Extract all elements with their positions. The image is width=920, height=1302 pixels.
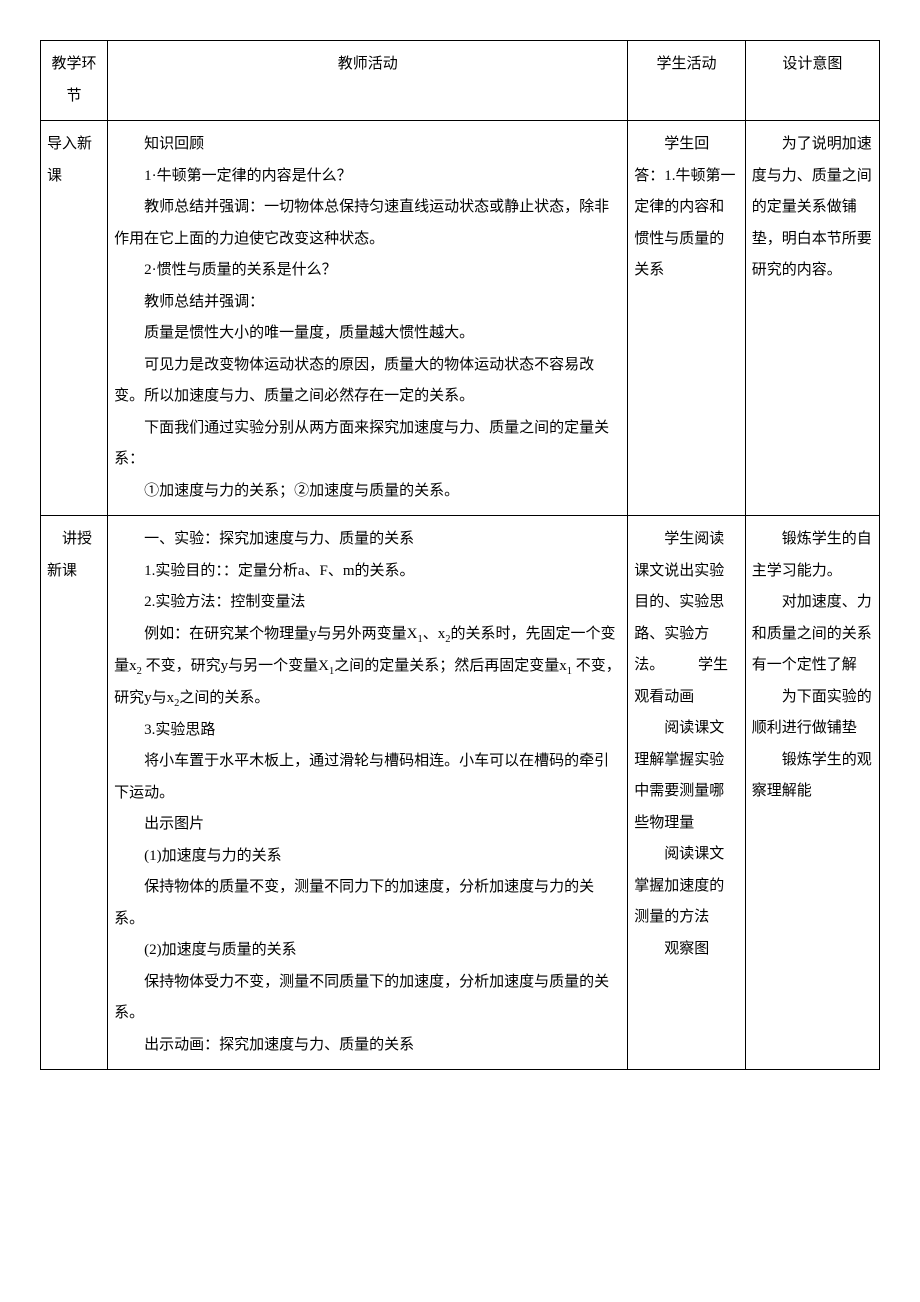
teacher-line: 将小车置于水平木板上，通过滑轮与槽码相连。小车可以在槽码的牵引下运动。: [114, 746, 621, 809]
design-cell: 锻炼学生的自主学习能力。 对加速度、力和质量之间的关系有一个定性了解 为下面实验…: [745, 516, 879, 1070]
teacher-line: 知识回顾: [114, 129, 621, 161]
teacher-line: 出示动画：探究加速度与力、质量的关系: [114, 1030, 621, 1062]
header-student: 学生活动: [628, 41, 745, 121]
teacher-line: 1·牛顿第一定律的内容是什么？: [114, 161, 621, 193]
stage-cell: 讲授新课: [41, 516, 108, 1070]
teacher-line: 2.实验方法：控制变量法: [114, 587, 621, 619]
header-design: 设计意图: [745, 41, 879, 121]
student-cell: 学生回答：1.牛顿第一定律的内容和惯性与质量的关系: [628, 121, 745, 516]
teacher-line: (2)加速度与质量的关系: [114, 935, 621, 967]
teacher-line: (1)加速度与力的关系: [114, 841, 621, 873]
teacher-line: 教师总结并强调：一切物体总保持匀速直线运动状态或静止状态，除非作用在它上面的力迫…: [114, 192, 621, 255]
student-cell: 学生阅读课文说出实验目的、实验思路、实验方法。 学生观看动画 阅读课文理解掌握实…: [628, 516, 745, 1070]
teacher-line: ①加速度与力的关系；②加速度与质量的关系。: [114, 476, 621, 508]
teacher-line: 下面我们通过实验分别从两方面来探究加速度与力、质量之间的定量关系：: [114, 413, 621, 476]
teacher-line: 教师总结并强调：: [114, 287, 621, 319]
teacher-cell: 知识回顾1·牛顿第一定律的内容是什么？教师总结并强调：一切物体总保持匀速直线运动…: [108, 121, 628, 516]
header-teacher: 教师活动: [108, 41, 628, 121]
teacher-line: 1.实验目的：：定量分析a、F、m的关系。: [114, 556, 621, 588]
lesson-plan-table: 教学环节 教师活动 学生活动 设计意图 导入新课 知识回顾1·牛顿第一定律的内容…: [40, 40, 880, 1070]
header-stage: 教学环节: [41, 41, 108, 121]
table-row: 讲授新课 一、实验：探究加速度与力、质量的关系1.实验目的：：定量分析a、F、m…: [41, 516, 880, 1070]
teacher-line: 保持物体的质量不变，测量不同力下的加速度，分析加速度与力的关系。: [114, 872, 621, 935]
teacher-line: 质量是惯性大小的唯一量度，质量越大惯性越大。: [114, 318, 621, 350]
stage-cell: 导入新课: [41, 121, 108, 516]
teacher-line: 保持物体受力不变，测量不同质量下的加速度，分析加速度与质量的关系。: [114, 967, 621, 1030]
teacher-line: 一、实验：探究加速度与力、质量的关系: [114, 524, 621, 556]
teacher-cell: 一、实验：探究加速度与力、质量的关系1.实验目的：：定量分析a、F、m的关系。2…: [108, 516, 628, 1070]
teacher-line: 3.实验思路: [114, 715, 621, 747]
table-row: 导入新课 知识回顾1·牛顿第一定律的内容是什么？教师总结并强调：一切物体总保持匀…: [41, 121, 880, 516]
design-cell: 为了说明加速度与力、质量之间的定量关系做铺垫，明白本节所要研究的内容。: [745, 121, 879, 516]
table-header-row: 教学环节 教师活动 学生活动 设计意图: [41, 41, 880, 121]
teacher-line: 例如：在研究某个物理量y与另外两变量X1、x2的关系时，先固定一个变量x2 不变…: [114, 619, 621, 715]
teacher-line: 可见力是改变物体运动状态的原因，质量大的物体运动状态不容易改变。所以加速度与力、…: [114, 350, 621, 413]
teacher-line: 2·惯性与质量的关系是什么？: [114, 255, 621, 287]
teacher-line: 出示图片: [114, 809, 621, 841]
